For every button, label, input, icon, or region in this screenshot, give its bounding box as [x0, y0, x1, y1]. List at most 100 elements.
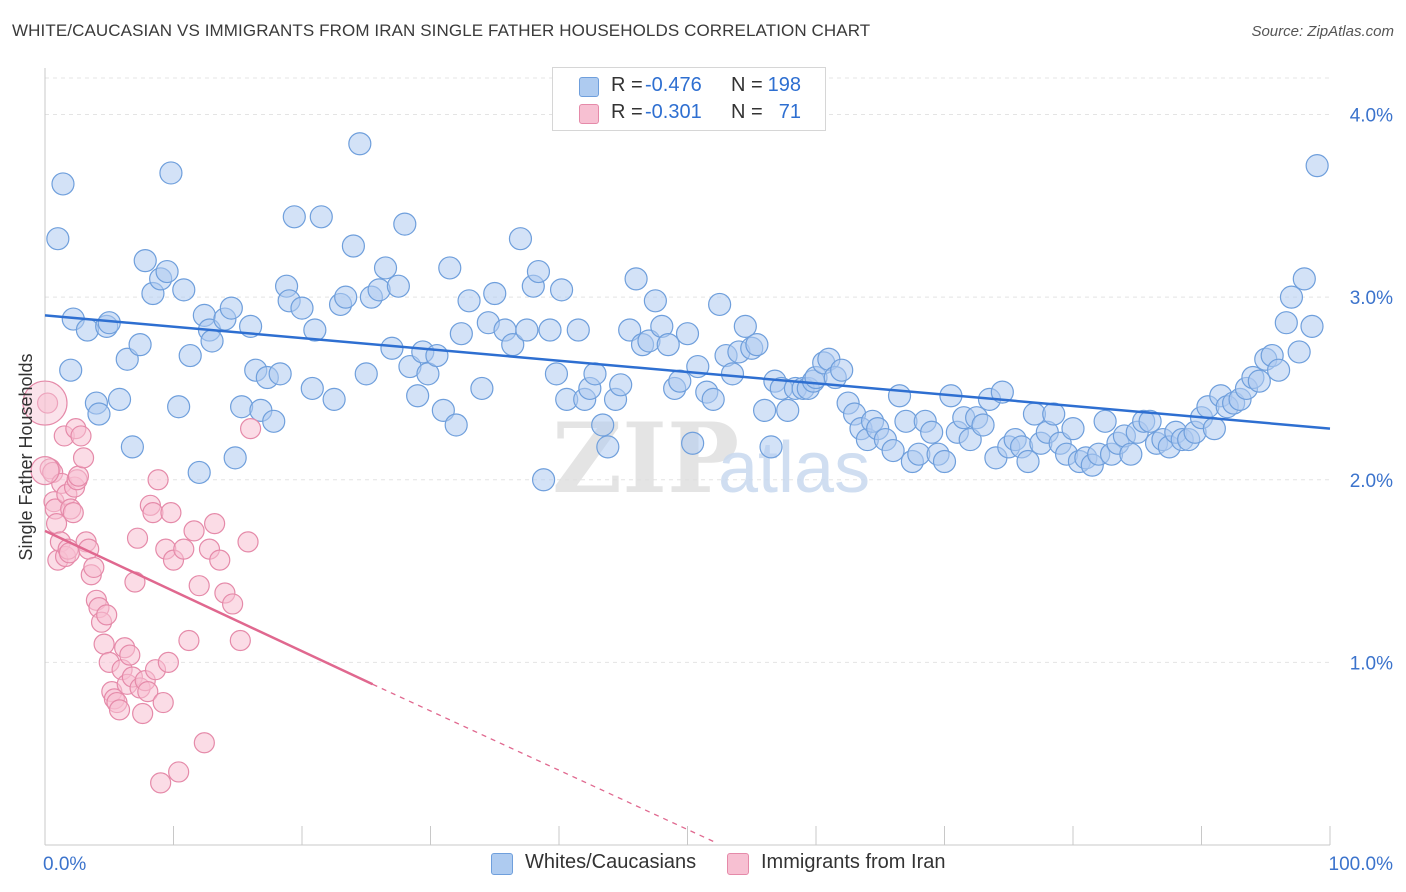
point-whites [1274, 311, 1298, 335]
point-whites [386, 274, 410, 298]
legend-n-label: N = [731, 101, 763, 123]
point-whites [334, 285, 358, 309]
point-iran [168, 761, 190, 783]
point-whites [1138, 409, 1162, 433]
point-whites [431, 398, 455, 422]
point-whites [1119, 442, 1143, 466]
point-iran [183, 520, 205, 542]
point-whites [1042, 402, 1066, 426]
point-whites [1300, 314, 1324, 338]
point-whites [159, 161, 183, 185]
point-iran [108, 699, 131, 721]
point-whites [438, 256, 462, 280]
point-whites [1292, 267, 1316, 291]
point-whites [583, 362, 607, 386]
point-whites [309, 205, 333, 229]
correlation-legend: R = -0.476 N = 198 R = -0.301 N = 71 [552, 67, 826, 131]
point-whites [282, 205, 306, 229]
point-iran [209, 549, 231, 571]
point-iran [173, 538, 195, 560]
legend-swatch-iran [579, 104, 599, 124]
point-iran [36, 392, 59, 414]
point-iran-large [30, 456, 60, 486]
point-whites [675, 322, 700, 346]
x-tick-label-max: 100.0% [1329, 854, 1394, 875]
point-whites [733, 314, 757, 338]
point-whites [230, 395, 254, 419]
point-iran [237, 531, 259, 553]
point-whites [373, 256, 398, 280]
x-tick-label-min: 0.0% [43, 854, 86, 875]
point-whites [354, 362, 378, 386]
point-whites [656, 333, 680, 357]
point-whites [128, 333, 152, 357]
point-whites [303, 318, 327, 342]
y-axis-label: Single Father Households [16, 353, 36, 561]
bottom-legend-swatch-whites [491, 853, 513, 875]
point-whites [618, 318, 642, 342]
point-whites [544, 362, 569, 386]
point-whites [425, 343, 449, 368]
point-iran [137, 680, 159, 703]
point-whites [380, 336, 404, 360]
point-whites [341, 234, 365, 258]
point-whites [223, 446, 247, 470]
point-whites [752, 398, 777, 422]
point-whites [406, 384, 430, 408]
point-whites [526, 259, 551, 284]
point-whites [187, 460, 211, 485]
bottom-legend-label-iran: Immigrants from Iran [761, 851, 946, 873]
point-whites [172, 278, 196, 302]
point-whites [566, 318, 590, 342]
point-iran [126, 527, 149, 549]
point-whites [668, 369, 692, 393]
legend-n-value: 71 [778, 101, 801, 123]
point-whites [720, 362, 745, 386]
trendline-iran [44, 529, 374, 686]
point-whites [1061, 417, 1085, 441]
point-whites [46, 227, 70, 251]
point-whites [531, 468, 556, 492]
watermark-atlas: atlas [718, 428, 870, 508]
watermark-zip: ZIP [552, 402, 739, 515]
point-iran [93, 633, 115, 655]
point-whites [1287, 340, 1311, 364]
point-iran [67, 465, 90, 487]
point-whites [759, 435, 783, 459]
point-iran [119, 644, 141, 666]
point-whites [830, 358, 854, 382]
point-whites [701, 387, 725, 412]
point-whites [515, 318, 539, 342]
point-whites [1305, 154, 1329, 178]
point-iran [188, 575, 210, 597]
point-whites [200, 329, 224, 353]
point-iran [96, 604, 118, 626]
point-whites [643, 289, 667, 313]
point-whites [322, 387, 346, 412]
point-whites [776, 398, 800, 422]
point-whites [971, 413, 995, 437]
point-iran [142, 502, 164, 524]
point-whites [591, 413, 615, 437]
point-whites [51, 172, 75, 196]
point-whites [681, 431, 705, 455]
legend-r-label: R = [611, 74, 643, 96]
point-whites [609, 373, 633, 397]
point-iran [160, 502, 182, 524]
point-whites [745, 333, 769, 357]
point-whites [881, 438, 905, 463]
point-whites [990, 380, 1014, 404]
legend-swatch-whites [579, 77, 599, 97]
point-iran [222, 593, 244, 615]
point-iran [157, 651, 179, 673]
point-whites [59, 358, 83, 382]
legend-r-label: R = [611, 101, 643, 123]
y-tick-label: 3.0% [1350, 288, 1393, 309]
legend-r-value: -0.301 [645, 101, 702, 123]
point-whites [167, 395, 191, 419]
point-iran [147, 469, 169, 491]
y-tick-label: 2.0% [1350, 471, 1393, 492]
point-whites [549, 278, 574, 302]
point-whites [219, 296, 243, 320]
